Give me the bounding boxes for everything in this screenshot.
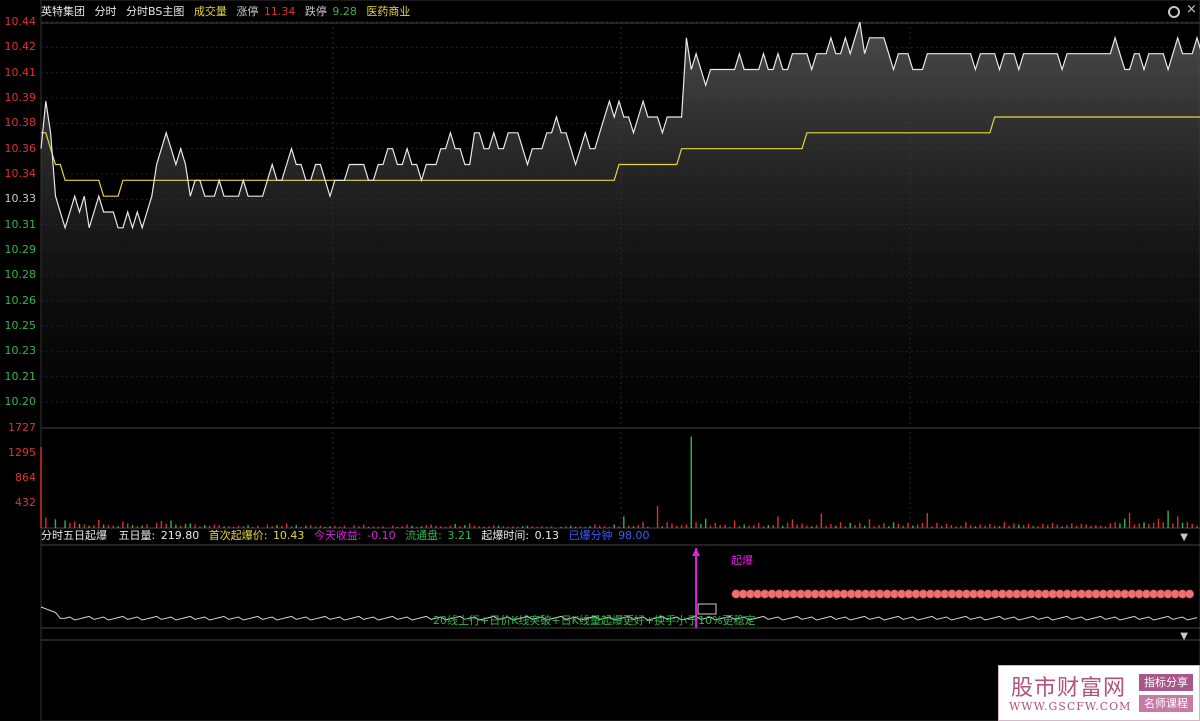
volume-tick-label: 1295 — [8, 446, 36, 459]
first-price-value: 10.43 — [272, 529, 305, 542]
stock-name[interactable]: 英特集团 — [41, 5, 85, 18]
watermark-tag-course: 名师课程 — [1139, 695, 1193, 712]
price-tick-label: 10.36 — [4, 141, 37, 155]
header-gear-icon[interactable] — [1168, 6, 1180, 18]
watermark-url: WWW.GSCFW.COM — [1009, 700, 1132, 713]
price-tick-label: 10.29 — [4, 243, 37, 256]
indicator-info-bar: 分时五日起爆 五日量: 219.80 首次起爆价: 10.43 今天收益: -0… — [41, 528, 1181, 544]
minutes-value: 98.00 — [618, 529, 650, 542]
limit-down-value: 9.28 — [332, 5, 357, 18]
price-tick-label: 10.20 — [4, 395, 37, 408]
signal-marker — [692, 548, 717, 628]
price-tick-label: 10.25 — [4, 319, 37, 332]
indicator-line — [40, 606, 1198, 621]
five-day-value: 219.80 — [160, 529, 200, 542]
price-axis: 10.44 10.42 10.41 10.39 10.38 10.36 10.34 10.33… — [0, 0, 40, 721]
price-tick-label: 10.21 — [4, 369, 37, 383]
five-day-label: 五日量: — [118, 529, 156, 542]
price-tick-label: 10.33 — [4, 192, 37, 206]
price-tick-label: 10.42 — [4, 40, 37, 54]
price-tick-label: 10.38 — [4, 116, 37, 130]
first-price-label: 首次起爆价: — [208, 529, 268, 542]
chart-header: 英特集团 分时 分时BS主图 成交量 涨停 11.34 跌停 9.28 医药商业 — [41, 0, 1200, 24]
float-value: 3.21 — [447, 529, 472, 542]
limit-up-value: 11.34 — [263, 5, 296, 18]
price-tick-label: 10.31 — [4, 217, 37, 231]
watermark-tag-share: 指标分享 — [1139, 674, 1193, 691]
signal-dots — [731, 589, 1195, 599]
limit-down-label: 跌停 — [304, 5, 327, 18]
price-tick-label: 10.28 — [4, 268, 37, 282]
limit-up-label: 涨停 — [236, 5, 259, 18]
volume-tick-label: 432 — [15, 495, 36, 509]
volume-tick-label: 864 — [15, 470, 36, 484]
indicator-collapse-icon[interactable]: ▼ — [1180, 532, 1188, 543]
signal-note: 20线上行+日价K线突破+日K线量起爆更好+换手小于10%更稳定 — [433, 614, 756, 627]
price-tick-label: 10.41 — [4, 65, 37, 79]
industry-label[interactable]: 医药商业 — [366, 5, 411, 18]
signal-dot — [1185, 589, 1195, 599]
time-label: 起爆时间: — [481, 529, 530, 542]
average-price-line — [41, 116, 1200, 197]
watermark-title: 股市财富网 — [1011, 676, 1127, 701]
watermark-logo: 股市财富网 WWW.GSCFW.COM 指标分享 名师课程 — [998, 665, 1200, 721]
price-area-fill — [41, 22, 1200, 402]
tab-intraday[interactable]: 分时 — [94, 5, 117, 18]
tab-bs-main[interactable]: 分时BS主图 — [126, 5, 185, 18]
price-line — [40, 21, 1200, 230]
price-tick-label: 10.44 — [4, 15, 37, 28]
price-tick-label: 10.39 — [4, 91, 37, 104]
header-close-icon[interactable]: × — [1186, 2, 1197, 17]
price-tick-label: 10.26 — [4, 293, 37, 307]
volume-label: 成交量 — [193, 5, 227, 18]
price-tick-label: 10.23 — [4, 344, 37, 358]
float-label: 流通盘: — [405, 529, 442, 542]
today-return-value: -0.10 — [367, 529, 396, 542]
indicator-name[interactable]: 分时五日起爆 — [41, 529, 107, 542]
signal-box — [697, 603, 717, 615]
signal-arrow-icon — [692, 548, 701, 556]
minutes-label: 已爆分钟 — [568, 529, 613, 542]
lower-panel-collapse-icon[interactable]: ▼ — [1180, 631, 1188, 642]
signal-label: 起爆 — [731, 554, 753, 567]
volume-tick-label: 1727 — [8, 421, 36, 434]
volume-bars — [40, 436, 1198, 528]
price-tick-label: 10.34 — [4, 167, 37, 180]
today-return-label: 今天收益: — [313, 529, 362, 542]
time-value: 0.13 — [534, 529, 560, 542]
